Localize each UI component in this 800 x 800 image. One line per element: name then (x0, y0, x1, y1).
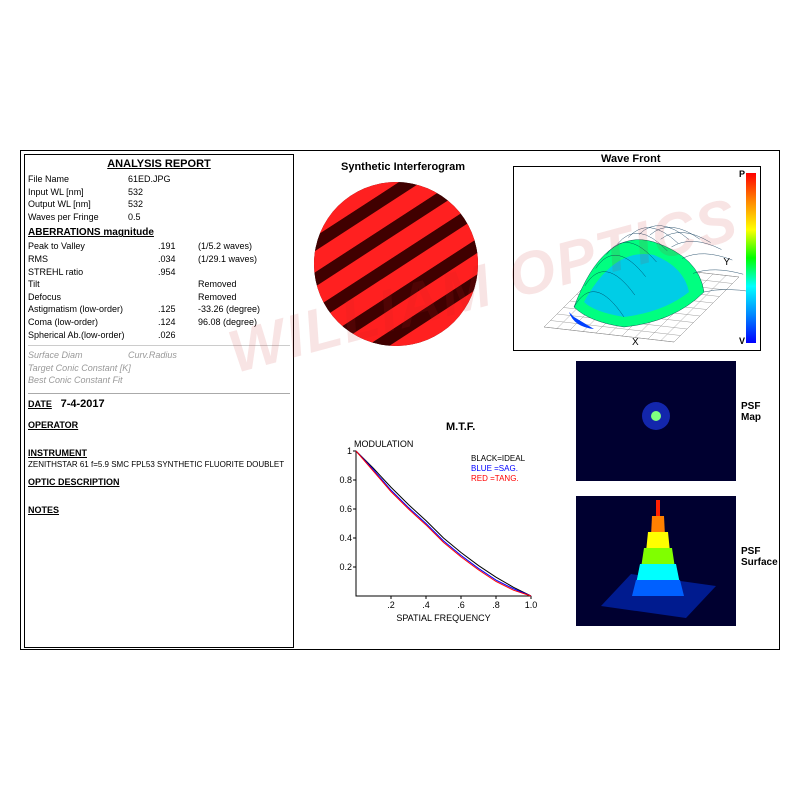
svg-text:SPATIAL FREQUENCY: SPATIAL FREQUENCY (396, 613, 490, 623)
svg-text:1.0: 1.0 (525, 600, 538, 610)
svg-text:.2: .2 (387, 600, 395, 610)
instrument-value: ZENITHSTAR 61 f=5.9 SMC FPL53 SYNTHETIC … (28, 460, 290, 469)
axis-x: X (632, 337, 639, 348)
date-section: DATE 7-4-2017 (28, 393, 290, 410)
operator-label: OPERATOR (28, 420, 290, 430)
svg-text:0.6: 0.6 (339, 504, 352, 514)
date-label: DATE (28, 399, 52, 409)
analysis-report-container: ANALYSIS REPORT File Name 61ED.JPG Input… (20, 150, 780, 650)
svg-text:.4: .4 (422, 600, 430, 610)
best-conic: Best Conic Constant Fit (28, 374, 290, 387)
aberration-row: Coma (low-order).12496.08 (degree) (28, 316, 290, 329)
aberration-row: TiltRemoved (28, 278, 290, 291)
aberration-row: Spherical Ab.(low-order).026 (28, 329, 290, 342)
wavefront-chart: P V X Y (513, 166, 761, 351)
target-conic: Target Conic Constant [K] (28, 362, 290, 375)
svg-text:MODULATION: MODULATION (354, 439, 413, 449)
field-wpf: Waves per Fringe 0.5 (28, 211, 290, 224)
wavefront-colorbar (746, 173, 756, 343)
interferogram-chart (311, 179, 481, 349)
field-output-wl: Output WL [nm] 532 (28, 198, 290, 211)
psf-surface-chart (576, 496, 736, 626)
svg-text:1: 1 (347, 446, 352, 456)
axis-y: Y (723, 257, 730, 268)
svg-text:.8: .8 (492, 600, 500, 610)
aberration-row: DefocusRemoved (28, 291, 290, 304)
report-panel: ANALYSIS REPORT File Name 61ED.JPG Input… (24, 154, 294, 648)
aberration-row: Astigmatism (low-order).125-33.26 (degre… (28, 303, 290, 316)
mtf-title: M.T.F. (446, 421, 475, 433)
svg-text:RED =TANG.: RED =TANG. (471, 474, 519, 483)
surface-section: Surface Diam Curv.Radius Target Conic Co… (28, 345, 290, 387)
output-wl-value: 532 (128, 198, 290, 211)
optic-desc-label: OPTIC DESCRIPTION (28, 477, 290, 487)
instrument-label: INSTRUMENT (28, 448, 290, 458)
aberration-row: STREHL ratio.954 (28, 266, 290, 279)
input-wl-label: Input WL [nm] (28, 186, 128, 199)
svg-text:0.2: 0.2 (339, 562, 352, 572)
date-value: 7-4-2017 (61, 398, 105, 410)
wpf-label: Waves per Fringe (28, 211, 128, 224)
mtf-chart: 1 0.8 0.6 0.4 0.2 .2 .4 .6 .8 1.0 MODULATION SPATIA… (321, 436, 551, 626)
interferogram-title: Synthetic Interferogram (341, 161, 465, 173)
svg-text:0.8: 0.8 (339, 475, 352, 485)
output-wl-label: Output WL [nm] (28, 198, 128, 211)
aberration-row: Peak to Valley.191(1/5.2 waves) (28, 240, 290, 253)
filename-label: File Name (28, 173, 128, 186)
svg-text:BLUE =SAG.: BLUE =SAG. (471, 464, 518, 473)
aberration-rows: Peak to Valley.191(1/5.2 waves)RMS.034(1… (28, 240, 290, 341)
colorbar-v: V (739, 336, 745, 346)
psf-map-chart (576, 361, 736, 481)
field-input-wl: Input WL [nm] 532 (28, 186, 290, 199)
surface-diam-label: Surface Diam (28, 349, 128, 362)
svg-text:0.4: 0.4 (339, 533, 352, 543)
psf-map-label: PSF Map (741, 401, 761, 423)
filename-value: 61ED.JPG (128, 173, 290, 186)
input-wl-value: 532 (128, 186, 290, 199)
curv-radius-label: Curv.Radius (128, 349, 290, 362)
wpf-value: 0.5 (128, 211, 290, 224)
svg-text:BLACK=IDEAL: BLACK=IDEAL (471, 454, 526, 463)
notes-label: NOTES (28, 505, 290, 515)
psf-surface-label: PSF Surface (741, 546, 778, 568)
colorbar-p: P (739, 169, 745, 179)
field-filename: File Name 61ED.JPG (28, 173, 290, 186)
wavefront-title: Wave Front (601, 153, 661, 165)
aberrations-header: ABERRATIONS magnitude (28, 227, 290, 238)
aberration-row: RMS.034(1/29.1 waves) (28, 253, 290, 266)
svg-text:.6: .6 (457, 600, 465, 610)
report-title: ANALYSIS REPORT (28, 158, 290, 170)
